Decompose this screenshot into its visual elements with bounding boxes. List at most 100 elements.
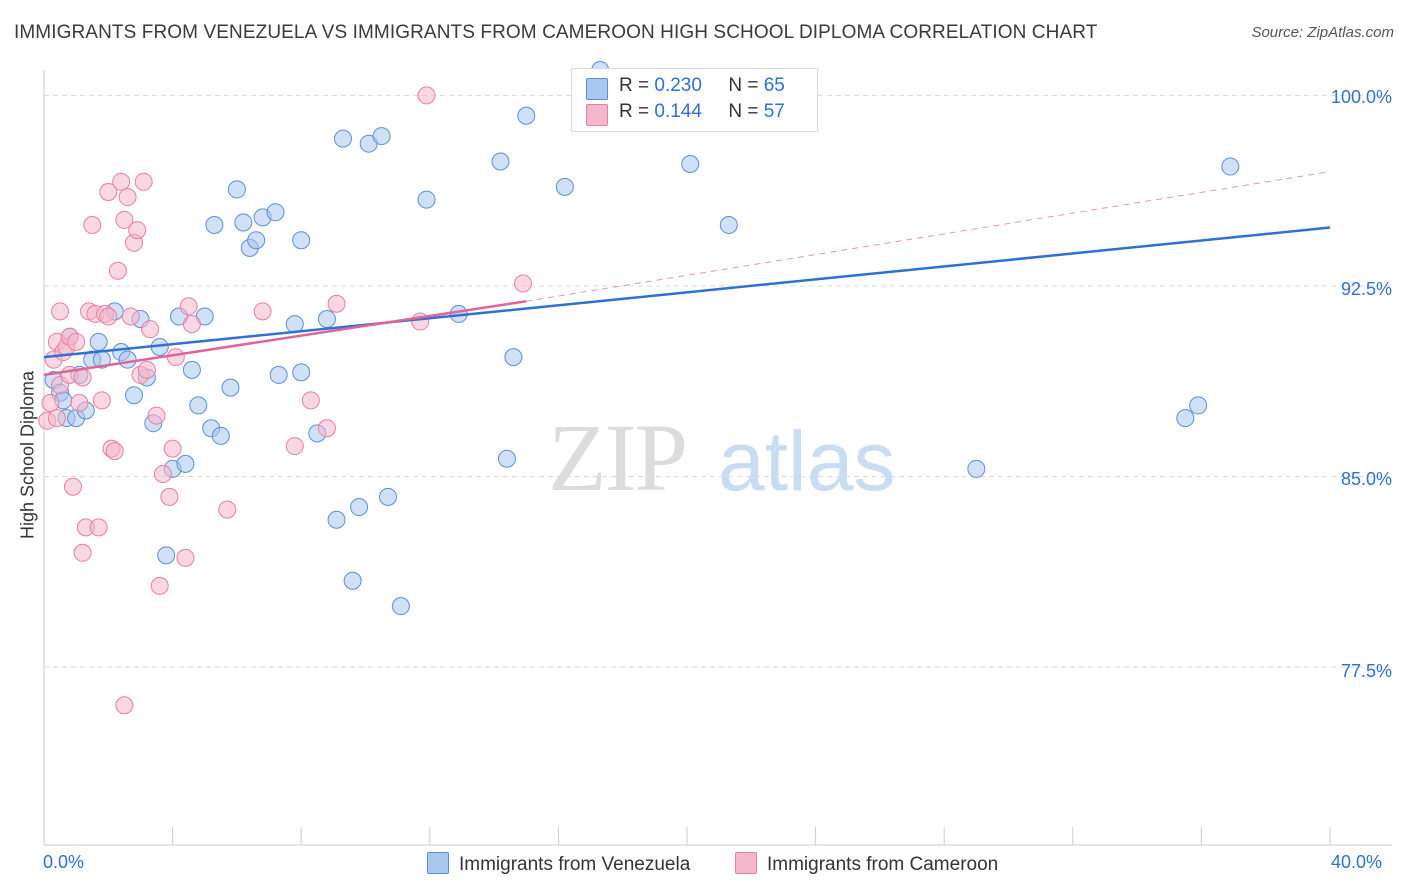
cameroon-trend-extension — [526, 171, 1331, 302]
cameroon-point — [89, 518, 108, 537]
cameroon-point — [179, 297, 198, 316]
venezuela-point — [89, 332, 108, 351]
y-tick-label: 77.5% — [1340, 661, 1392, 681]
source-label: Source: ZipAtlas.com — [1251, 24, 1394, 41]
venezuela-point — [1189, 396, 1208, 415]
cameroon-point — [70, 393, 89, 412]
legend-swatch-cameroon — [735, 852, 757, 874]
cameroon-point — [118, 188, 137, 207]
venezuela-point — [504, 348, 523, 367]
cameroon-point — [153, 465, 172, 484]
r-label: R = — [619, 75, 650, 96]
chart-title: IMMIGRANTS FROM VENEZUELA VS IMMIGRANTS … — [14, 22, 1098, 43]
legend-swatch-venezuela — [586, 78, 608, 100]
venezuela-point — [221, 378, 240, 397]
cameroon-point — [105, 442, 124, 461]
cameroon-point — [166, 348, 185, 367]
venezuela-point — [967, 459, 986, 478]
cameroon-point — [176, 548, 195, 567]
venezuela-point — [327, 510, 346, 529]
cameroon-point — [92, 391, 111, 410]
cameroon-point — [141, 320, 160, 339]
y-tick-label: 100.0% — [1330, 87, 1392, 107]
cameroon-point — [63, 477, 82, 496]
cameroon-point — [99, 182, 118, 201]
r-value: 0.230 — [654, 75, 702, 96]
venezuela-point — [497, 449, 516, 468]
n-value: 57 — [763, 101, 785, 122]
venezuela-point — [292, 363, 311, 382]
venezuela-point — [555, 177, 574, 196]
venezuela-point — [182, 360, 201, 379]
venezuela-point — [266, 203, 285, 222]
cameroon-point — [73, 368, 92, 387]
x-tick-label-max: 40.0% — [1331, 852, 1383, 872]
venezuela-point — [247, 231, 266, 250]
venezuela-point — [118, 350, 137, 369]
n-label: N = — [728, 75, 759, 96]
venezuela-point — [157, 546, 176, 565]
axes — [43, 70, 1392, 846]
cameroon-point — [253, 302, 272, 321]
n-label: N = — [728, 101, 759, 122]
cameroon-point — [147, 406, 166, 425]
venezuela-point — [176, 454, 195, 473]
cameroon-point — [218, 500, 237, 519]
cameroon-point — [115, 210, 134, 229]
grid-lines — [44, 94, 1392, 668]
cameroon-point — [47, 409, 66, 428]
venezuela-point — [227, 180, 246, 199]
venezuela-point — [1221, 157, 1240, 176]
cameroon-point — [83, 216, 102, 234]
venezuela-point — [1176, 409, 1195, 428]
correlation-legend: R = 0.230 N = 65 R = 0.144 N = 57 — [571, 68, 818, 132]
legend-swatch-venezuela — [427, 852, 449, 874]
legend-item-venezuela: Immigrants from Venezuela — [427, 852, 690, 876]
legend-label-cameroon: Immigrants from Cameroon — [767, 854, 999, 875]
venezuela-point — [333, 129, 352, 148]
venezuela-point — [417, 190, 436, 209]
watermark-atlas: atlas — [718, 414, 895, 508]
cameroon-point — [163, 439, 182, 458]
venezuela-point — [372, 127, 391, 146]
venezuela-point — [189, 396, 208, 415]
venezuela-point — [234, 213, 253, 232]
venezuela-point — [343, 571, 362, 590]
x-tick-label-min: 0.0% — [43, 852, 85, 872]
cameroon-point — [73, 543, 92, 562]
cameroon-point — [41, 393, 60, 412]
cameroon-point — [99, 307, 118, 326]
venezuela-point — [391, 597, 410, 616]
venezuela-point — [292, 231, 311, 250]
cameroon-point — [108, 261, 127, 280]
cameroon-point — [137, 360, 156, 379]
venezuela-point — [125, 386, 144, 405]
y-tick-label: 85.0% — [1340, 469, 1392, 489]
cameroon-point — [51, 302, 70, 321]
cameroon-point — [150, 576, 169, 595]
cameroon-point — [285, 437, 304, 456]
n-value: 65 — [763, 75, 785, 96]
venezuela-point — [517, 106, 536, 125]
venezuela-point — [491, 152, 510, 171]
cameroon-point — [301, 391, 320, 410]
cameroon-point — [67, 332, 86, 351]
venezuela-point — [719, 216, 738, 234]
venezuela-point — [317, 310, 336, 329]
cameroon-point — [134, 172, 153, 191]
cameroon-point — [121, 307, 140, 326]
cameroon-point — [317, 419, 336, 438]
cameroon-trend-line — [43, 299, 527, 377]
r-label: R = — [619, 101, 650, 122]
r-value: 0.144 — [654, 101, 702, 122]
legend-swatch-cameroon — [586, 104, 608, 126]
cameroon-point — [327, 294, 346, 313]
watermark: ZIP atlas — [548, 404, 895, 511]
cameroon-point — [128, 221, 147, 240]
venezuela-point — [211, 426, 230, 445]
venezuela-point — [681, 155, 700, 174]
cameroon-point — [160, 487, 179, 506]
cameroon-point — [112, 172, 131, 191]
legend-label-venezuela: Immigrants from Venezuela — [459, 854, 691, 875]
